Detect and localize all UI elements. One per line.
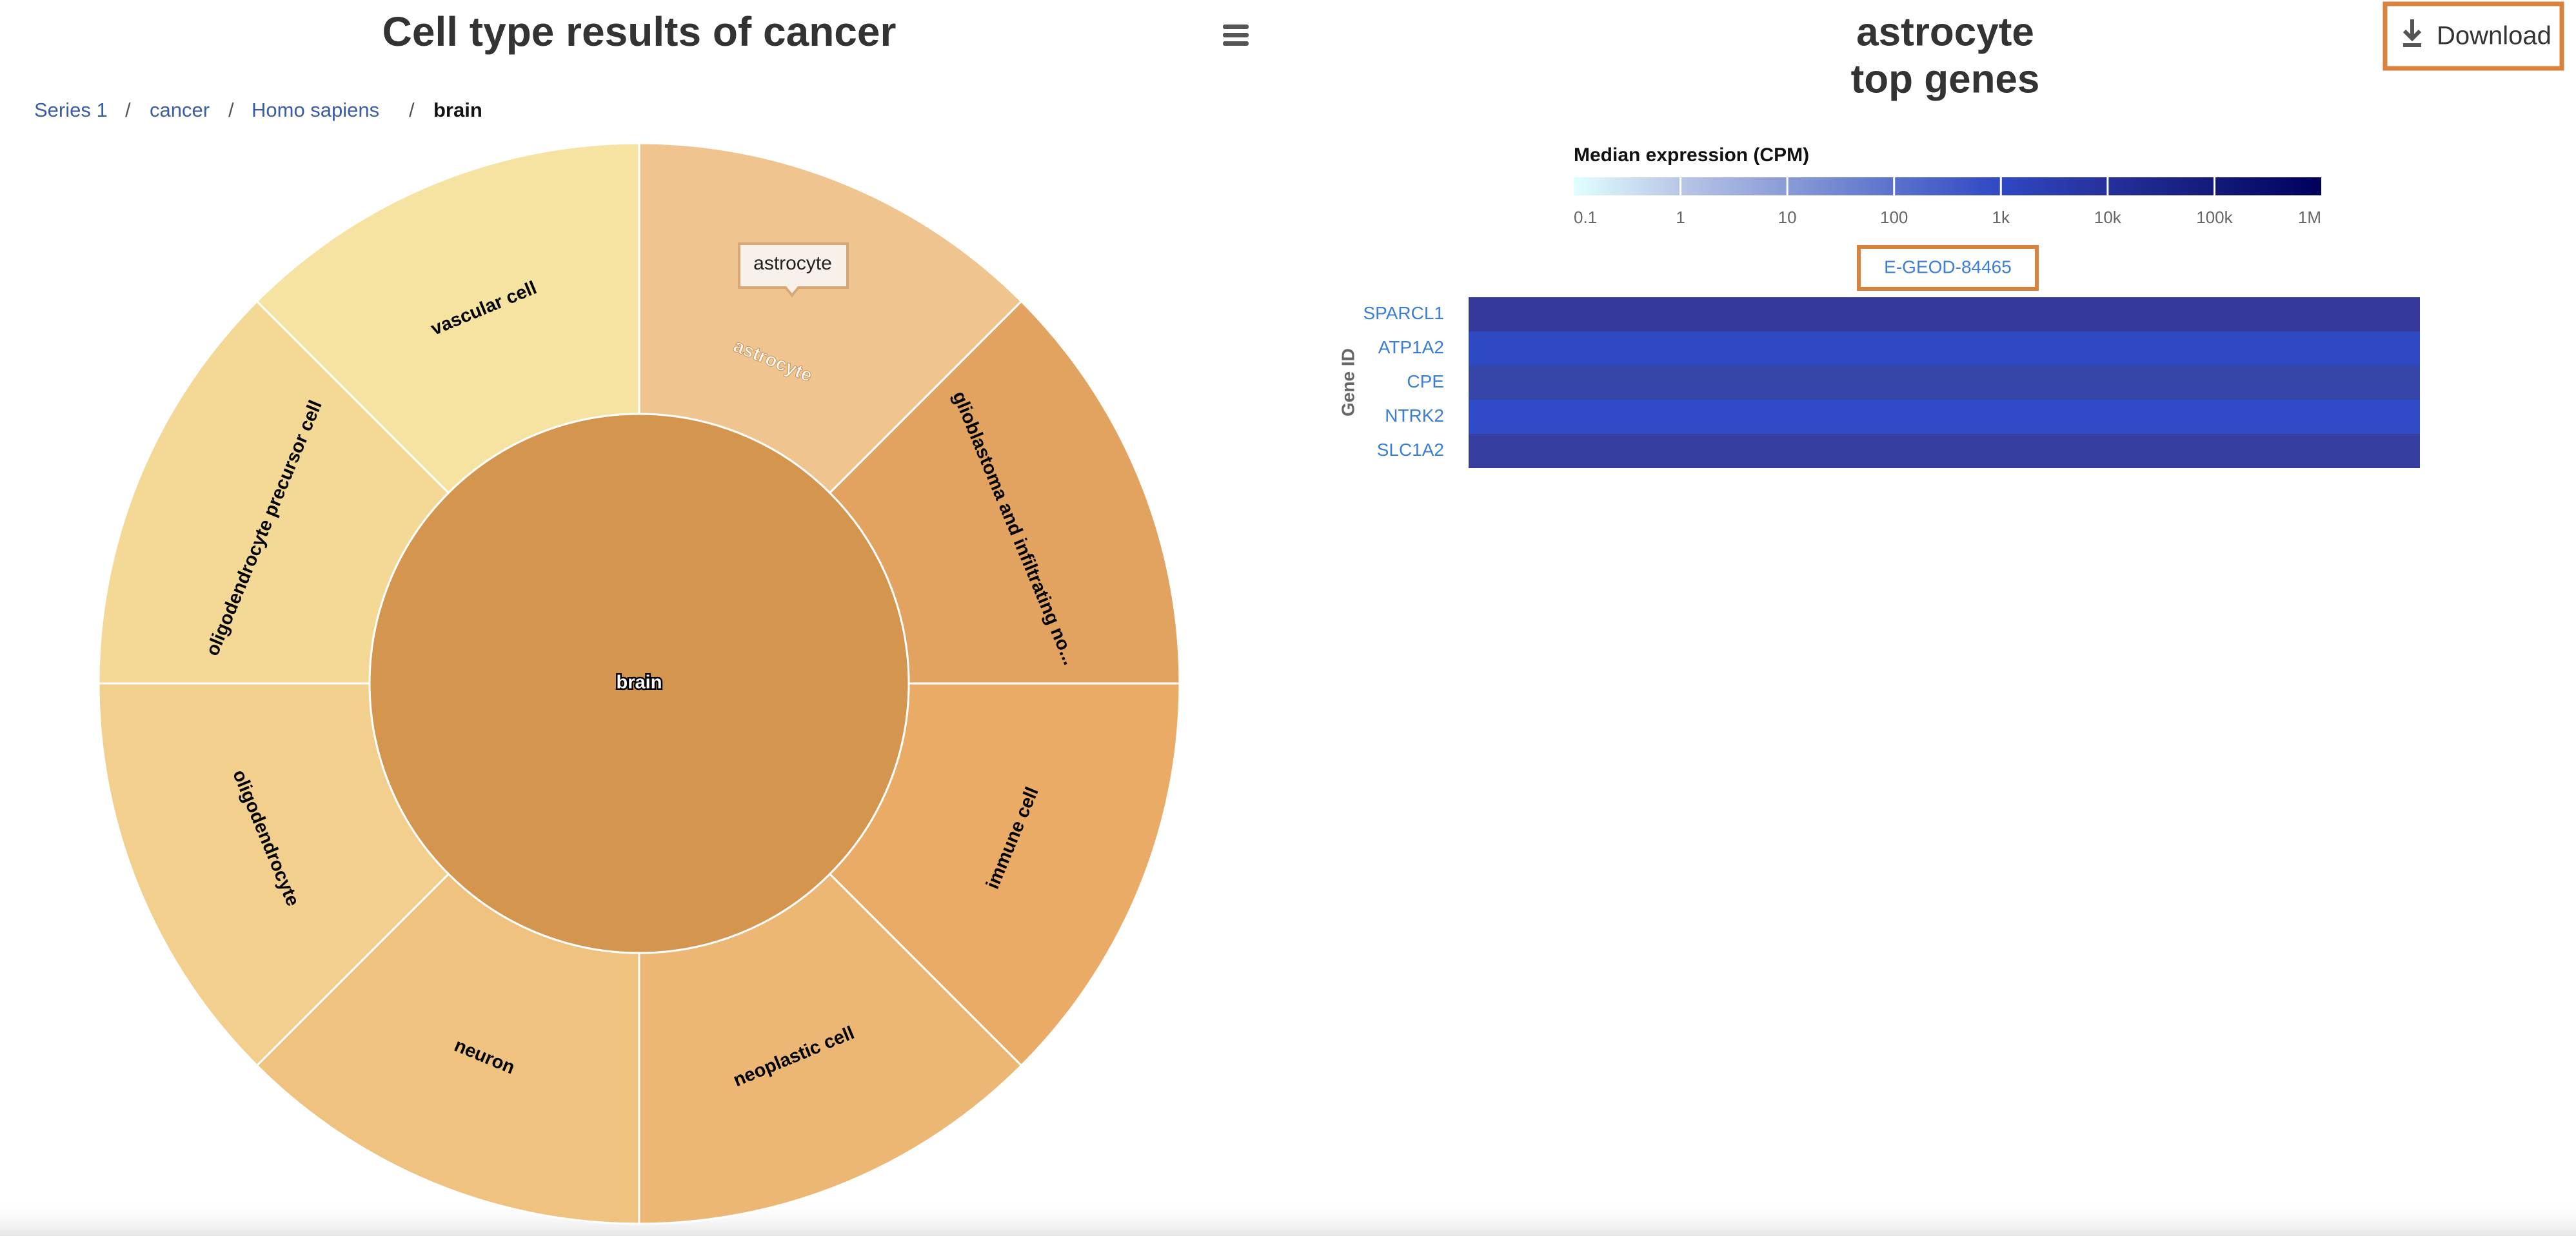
gene-label[interactable]: SLC1A2 (1377, 440, 1444, 460)
gene-label[interactable]: CPE (1407, 371, 1444, 391)
bottom-shade (0, 1199, 2576, 1236)
breadcrumb-item: brain (433, 99, 482, 121)
gene-label[interactable]: NTRK2 (1385, 406, 1444, 426)
tooltip: astrocyte (738, 242, 849, 298)
experiment-label[interactable]: E-GEOD-84465 (1884, 257, 2012, 277)
menu-button[interactable] (1223, 25, 1249, 46)
heatmap-cell[interactable] (1469, 366, 2420, 400)
sunburst-center[interactable] (368, 413, 910, 954)
gene-label[interactable]: ATP1A2 (1378, 337, 1444, 357)
legend-tick-label: 100k (2196, 208, 2233, 227)
breadcrumb-separator: / (409, 99, 415, 121)
legend-tick-label: 1k (1992, 208, 2010, 227)
heatmap-cell[interactable] (1469, 331, 2420, 366)
heatmap-cell[interactable] (1469, 434, 2420, 468)
breadcrumb-item[interactable]: Series 1 (34, 99, 108, 121)
breadcrumb-separator: / (228, 99, 234, 121)
heatmap: SPARCL1 ATP1A2 CPE NTRK2 SLC1A2 (1363, 297, 2420, 468)
download-label[interactable]: Download (2437, 22, 2551, 50)
legend-tick-label: 100 (1880, 208, 1908, 227)
heatmap-title: top genes (1851, 57, 2040, 101)
legend-tick-label: 1 (1676, 208, 1685, 227)
heatmap-cell[interactable] (1469, 297, 2420, 331)
chart-title: Cell type results of cancer (382, 8, 897, 55)
tooltip-label: astrocyte (753, 253, 832, 274)
y-axis-label: Gene ID (1338, 348, 1358, 417)
heatmap-title: astrocyte (1856, 10, 2034, 54)
gene-label[interactable]: SPARCL1 (1363, 303, 1444, 323)
legend-tick-label: 0.1 (1574, 208, 1597, 227)
breadcrumb-item[interactable]: Homo sapiens (252, 99, 379, 121)
legend: 0.1 1 10 100 1k 10k 100k 1M (1574, 177, 2321, 227)
center-label: brain (617, 672, 662, 693)
legend-title: Median expression (CPM) (1574, 144, 1809, 166)
heatmap-cell[interactable] (1469, 400, 2420, 434)
download-button[interactable]: Download (2383, 1, 2564, 71)
legend-tick-label: 10k (2094, 208, 2122, 227)
legend-tick-label: 1M (2298, 208, 2321, 227)
legend-tick-label: 10 (1778, 208, 1797, 227)
breadcrumb-item[interactable]: cancer (150, 99, 210, 121)
experiment-link[interactable]: E-GEOD-84465 (1857, 245, 2039, 291)
breadcrumb: Series 1 / cancer / Homo sapiens / brain (34, 99, 482, 121)
legend-bar (1574, 177, 2321, 195)
breadcrumb-separator: / (125, 99, 131, 121)
